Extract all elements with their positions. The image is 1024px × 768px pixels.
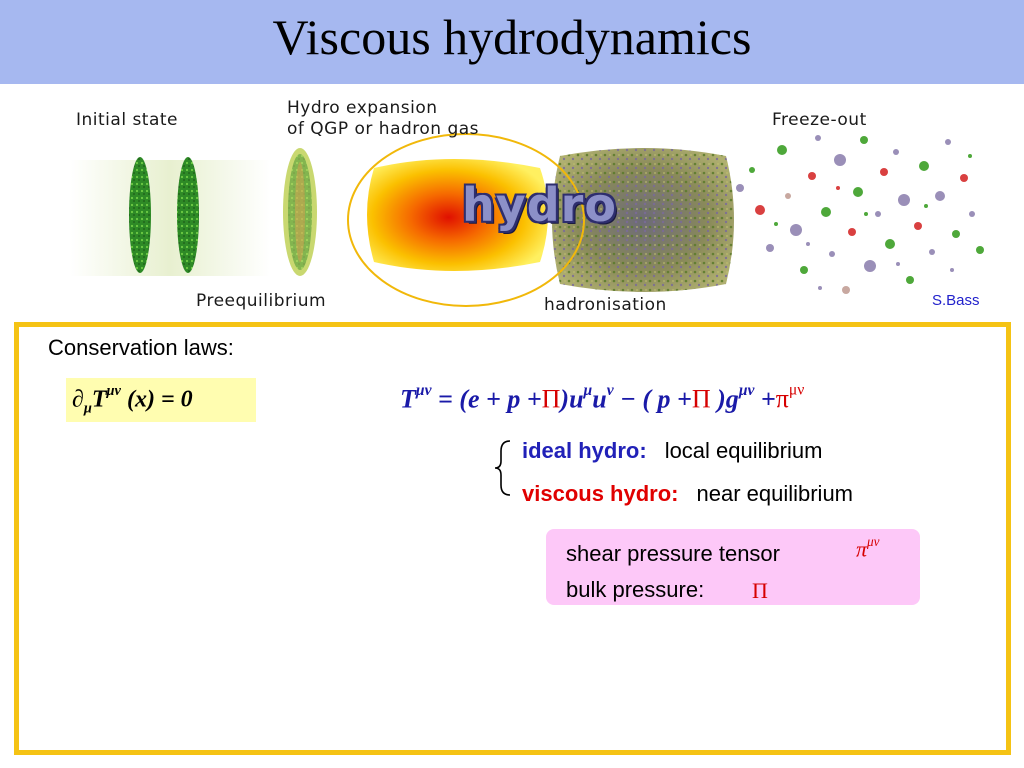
regime-viscous-label: viscous hydro: bbox=[522, 481, 679, 506]
viscous-terms-note bbox=[546, 529, 920, 605]
conservation-laws-label: Conservation laws: bbox=[48, 335, 234, 360]
bulk-pressure-label: bulk pressure: bbox=[566, 577, 705, 602]
regime-viscous-description: near equilibrium bbox=[696, 481, 854, 506]
regime-ideal: ideal hydro: local equilibrium bbox=[522, 438, 822, 464]
label-hydro-expansion-line1: Hydro expansion bbox=[287, 98, 438, 118]
conservation-equation: ∂μTμν (x) = 0 bbox=[72, 383, 193, 417]
bulk-pressure-symbol: Π bbox=[752, 578, 768, 603]
regime-brace bbox=[494, 440, 511, 496]
regime-ideal-label: ideal hydro: bbox=[522, 438, 647, 463]
shear-pressure-label: shear pressure tensor bbox=[566, 541, 780, 566]
regime-viscous: viscous hydro: near equilibrium bbox=[522, 481, 853, 507]
title-bar bbox=[0, 0, 1024, 84]
slide-title: Viscous hydrodynamics bbox=[272, 9, 752, 65]
collision-evolution-figure bbox=[70, 133, 984, 307]
energy-momentum-tensor-equation: Tμν = (e + p +Π)uμuν − ( p +Π )gμν +πμν bbox=[400, 382, 805, 414]
label-initial-state: Initial state bbox=[76, 110, 179, 130]
hydro-wordart: hydro bbox=[462, 178, 617, 232]
hydro-highlight-ellipse bbox=[347, 133, 585, 307]
freeze-out-particles bbox=[736, 135, 984, 294]
nucleus-left bbox=[129, 157, 151, 273]
qgp-fireball bbox=[367, 159, 548, 271]
label-freeze-out: Freeze-out bbox=[772, 110, 867, 130]
label-hydro-expansion-line2: of QGP or hadron gas bbox=[287, 119, 480, 139]
nucleus-right bbox=[177, 157, 199, 273]
conservation-equation-box bbox=[66, 378, 256, 422]
regime-ideal-description: local equilibrium bbox=[664, 438, 823, 463]
label-preequilibrium: Preequilibrium bbox=[196, 291, 327, 311]
shear-tensor-symbol: πμν bbox=[856, 534, 880, 562]
image-credit: S.Bass bbox=[932, 292, 980, 309]
label-hadronisation: hadronisation bbox=[544, 295, 667, 315]
initial-state-tube bbox=[70, 160, 270, 276]
